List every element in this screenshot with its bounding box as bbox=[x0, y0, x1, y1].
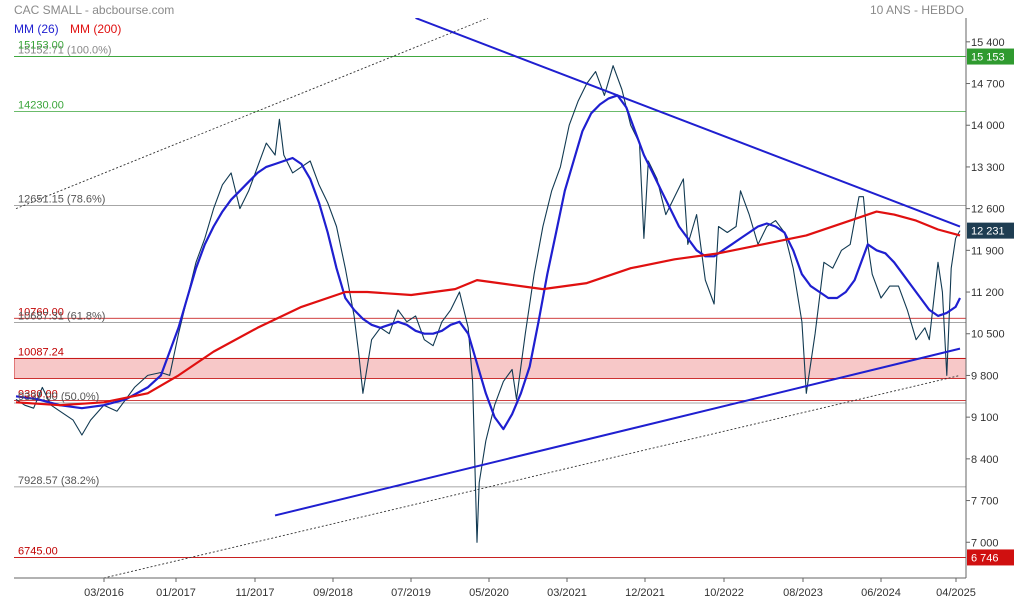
legend: MM (26) MM (200) bbox=[14, 22, 129, 36]
support-zone bbox=[14, 357, 966, 379]
x-tick-label: 12/2021 bbox=[625, 587, 665, 599]
y-tick-label: 8 400 bbox=[971, 454, 999, 466]
y-tick-label: 10 500 bbox=[971, 329, 1005, 341]
chart-period: 10 ANS - HEBDO bbox=[869, 3, 964, 17]
resistance-trendline bbox=[415, 18, 961, 228]
level-label: 10760.00 bbox=[18, 306, 64, 318]
legend-mm200: MM (200) bbox=[70, 22, 122, 36]
x-tick-label: 10/2022 bbox=[704, 587, 744, 599]
x-tick-label: 07/2019 bbox=[391, 587, 431, 599]
chart-title: CAC SMALL - abcbourse.com bbox=[14, 3, 175, 17]
y-tick-label: 12 600 bbox=[971, 204, 1005, 216]
y-tick-label: 14 000 bbox=[971, 120, 1005, 132]
price-line bbox=[15, 65, 961, 543]
x-tick-label: 01/2017 bbox=[156, 587, 196, 599]
lower-channel-line bbox=[103, 375, 961, 578]
legend-mm26: MM (26) bbox=[14, 22, 59, 36]
y-tick-label: 9 800 bbox=[971, 370, 999, 382]
level-label: 15153.00 bbox=[18, 40, 64, 52]
y-tick-label: 14 700 bbox=[971, 79, 1005, 91]
level-label: 10087.24 bbox=[18, 346, 64, 358]
upper-channel-line bbox=[15, 18, 489, 210]
level-label: 14230.00 bbox=[18, 100, 64, 112]
y-tick-label: 11 900 bbox=[971, 245, 1004, 257]
max-value-badge-bg bbox=[967, 48, 1014, 65]
x-tick-label: 08/2023 bbox=[783, 587, 823, 599]
x-tick-label: 03/2016 bbox=[84, 587, 124, 599]
x-tick-label: 11/2017 bbox=[236, 587, 275, 599]
level-label: 7928.57 (38.2%) bbox=[18, 475, 99, 487]
support-trendline bbox=[274, 347, 961, 517]
ma200-line bbox=[15, 210, 961, 407]
x-tick-label: 05/2020 bbox=[469, 587, 509, 599]
min-value-badge: 6 746 bbox=[971, 552, 999, 564]
y-tick-label: 13 300 bbox=[971, 162, 1005, 174]
max-value-badge: 15 153 bbox=[971, 52, 1005, 64]
level-label: 6745.00 bbox=[18, 545, 58, 557]
ma26-line bbox=[15, 94, 961, 431]
y-tick-label: 11 200 bbox=[971, 287, 1004, 299]
x-tick-label: 06/2024 bbox=[861, 587, 901, 599]
x-tick-label: 04/2025 bbox=[936, 587, 976, 599]
last-value-badge: 12 231 bbox=[971, 226, 1005, 238]
level-label: 9380.00 bbox=[18, 388, 58, 400]
level-label: 15152.71 (100.0%) bbox=[18, 45, 112, 57]
last-value-badge-bg bbox=[967, 222, 1014, 239]
level-label: 10687.31 (61.8%) bbox=[18, 311, 105, 323]
y-tick-label: 7 700 bbox=[971, 496, 999, 508]
y-tick-label: 9 100 bbox=[971, 412, 999, 424]
level-label: 9337.00 (50.0%) bbox=[18, 391, 99, 403]
y-tick-label: 15 400 bbox=[971, 37, 1005, 49]
y-tick-label: 7 000 bbox=[971, 537, 999, 549]
min-value-badge-bg bbox=[967, 549, 1014, 566]
x-tick-label: 03/2021 bbox=[547, 587, 587, 599]
x-tick-label: 09/2018 bbox=[313, 587, 353, 599]
level-label: 12651.15 (78.6%) bbox=[18, 194, 105, 206]
